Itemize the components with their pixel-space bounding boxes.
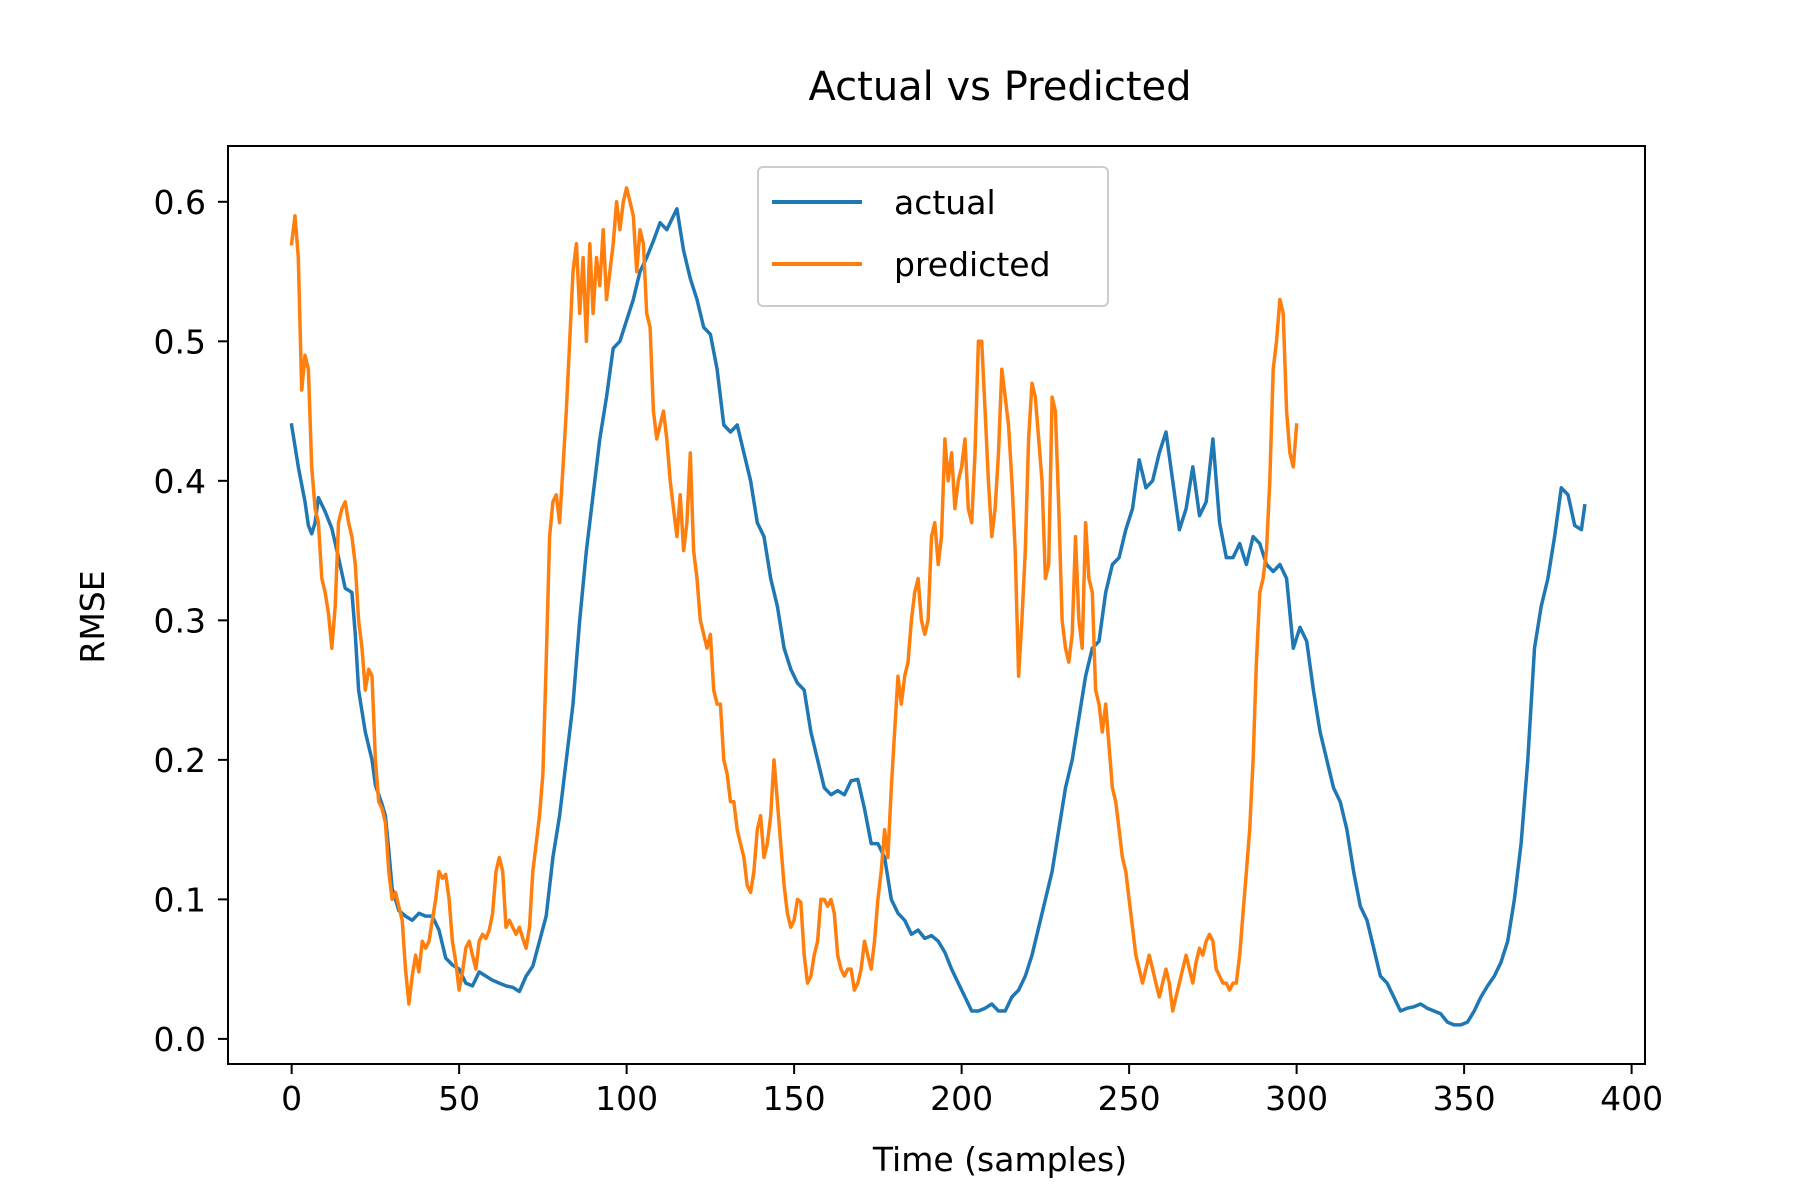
x-tick-label: 200 [930,1079,993,1118]
y-tick-label: 0.0 [154,1020,206,1059]
legend-label-predicted: predicted [894,245,1051,284]
x-axis-title: Time (samples) [872,1140,1127,1179]
x-tick-label: 300 [1265,1079,1328,1118]
x-tick-label: 350 [1433,1079,1496,1118]
y-tick-label: 0.5 [154,322,206,361]
x-axis: 0 50 100 150 200 250 300 350 400 [281,1064,1663,1118]
plot-area [289,186,1587,1027]
legend: actual predicted [757,166,1109,307]
chart-title: Actual vs Predicted [808,64,1191,110]
x-tick-label: 150 [763,1079,826,1118]
y-tick-label: 0.6 [154,183,206,222]
y-axis-title: RMSE [73,570,112,663]
y-tick-label: 0.4 [154,462,206,501]
plot-frame [227,145,1646,1065]
y-tick-label: 0.3 [154,601,206,640]
y-axis: 0.0 0.1 0.2 0.3 0.4 0.5 0.6 [154,183,228,1059]
series-line-predicted [289,186,1299,1013]
legend-label-actual: actual [894,183,996,222]
x-tick-label: 250 [1098,1079,1161,1118]
x-tick-label: 50 [438,1079,480,1118]
series-line-actual [289,207,1587,1027]
y-tick-label: 0.2 [154,741,206,780]
x-tick-label: 100 [595,1079,658,1118]
y-tick-label: 0.1 [154,880,206,919]
x-tick-label: 400 [1600,1079,1663,1118]
x-tick-label: 0 [281,1079,302,1118]
